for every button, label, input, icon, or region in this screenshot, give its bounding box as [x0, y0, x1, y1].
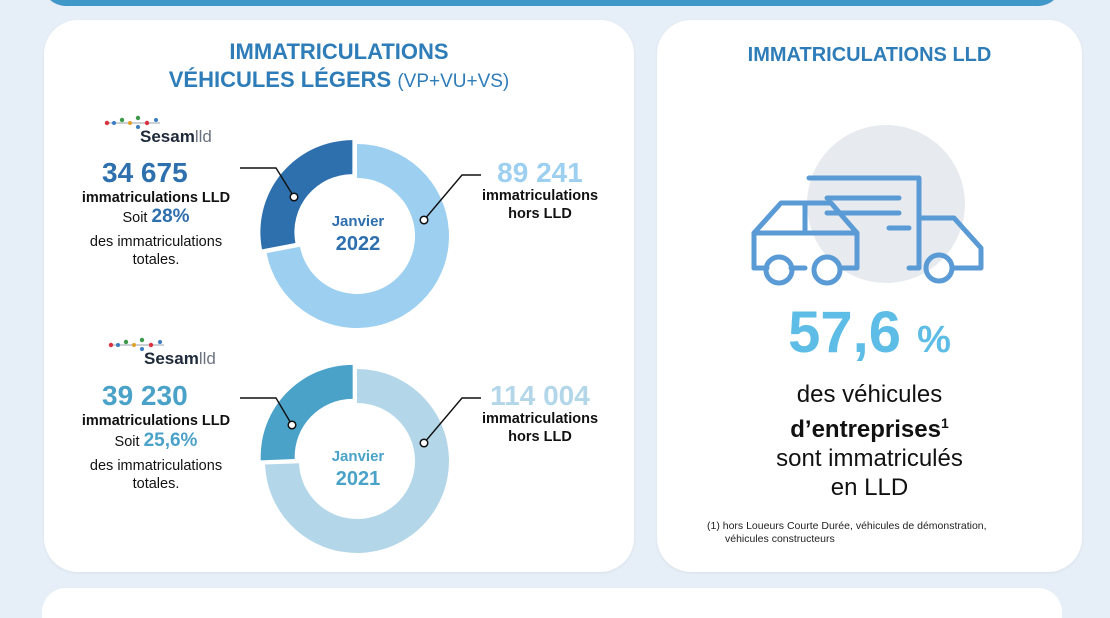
soit-label: Soit — [122, 210, 148, 226]
sesamlld-logo: Sesamlld — [104, 115, 234, 146]
vehicles-icon — [751, 175, 984, 286]
stat-description: des véhicules d’entreprises1 sont immatr… — [657, 380, 1082, 502]
donut-slice-hors-lld-2021 — [265, 369, 450, 554]
lld-label-2021: immatriculations LLD — [81, 413, 231, 429]
lld-share-value-2021: 25,6% — [143, 430, 198, 451]
footnote-line-2: véhicules constructeurs — [725, 533, 835, 545]
lld-share-caption-1-2022: des immatriculations — [89, 234, 223, 250]
leader-line-hors-2021 — [423, 397, 481, 444]
registrations-card: IMMATRICULATIONS VÉHICULES LÉGERS (VP+VU… — [44, 20, 634, 572]
top-banner — [42, 0, 1062, 6]
leader-dot-hors-2022 — [419, 215, 429, 225]
lld-share-caption-1-2021: des immatriculations — [89, 458, 223, 474]
lld-share-2021: Soit 25,6% — [62, 430, 250, 451]
logo-dots-icon — [108, 337, 164, 351]
lld-share-stat: 57,6 % — [657, 300, 1082, 373]
desc-line-2: d’entreprises — [790, 416, 941, 443]
center-month-2021: Janvier — [331, 448, 385, 465]
center-month-2022: Janvier — [331, 213, 385, 230]
logo-suffix: lld — [198, 349, 216, 368]
donut-chart-2022 — [240, 140, 481, 328]
lld-count-2022: 34 675 — [102, 157, 188, 188]
leader-dot-hors-2021 — [419, 438, 429, 448]
logo-suffix: lld — [194, 127, 212, 146]
donut-slice-lld-2021 — [260, 364, 353, 461]
center-year-2022: 2022 — [335, 233, 381, 255]
leader-line-lld-2022 — [240, 167, 295, 198]
center-year-2021: 2021 — [335, 468, 381, 490]
donut-chart-2021 — [240, 364, 481, 554]
lld-share-caption-2-2021: totales. — [132, 476, 180, 492]
footnote: (1) hors Loueurs Courte Durée, véhicules… — [707, 520, 1067, 546]
lld-label-2022: immatriculations LLD — [81, 190, 231, 206]
card-title: IMMATRICULATIONS VÉHICULES LÉGERS (VP+VU… — [44, 38, 634, 96]
desc-line-3: sont immatriculés — [776, 445, 963, 472]
hors-lld-label-2-2022: hors LLD — [508, 206, 572, 222]
title-suffix: (VP+VU+VS) — [397, 71, 510, 92]
footnote-marker: 1 — [940, 415, 949, 431]
desc-line-1: des véhicules — [796, 381, 943, 408]
leader-line-hors-2022 — [423, 174, 481, 221]
stat-value: 57,6 — [788, 300, 901, 365]
donut-slice-hors-lld-2022 — [266, 144, 449, 328]
donut-center-2021: Janvier 2021 — [316, 447, 400, 492]
lld-share-caption-2-2022: totales. — [132, 252, 180, 268]
logo-dots-icon — [104, 115, 160, 129]
desc-line-4: en LLD — [830, 474, 909, 501]
hors-lld-count-2021: 114 004 — [490, 380, 590, 411]
lld-count-2021: 39 230 — [102, 380, 188, 411]
bottom-card-edge — [42, 588, 1062, 618]
title-line-1: IMMATRICULATIONS — [229, 39, 449, 64]
logo-word: Sesam — [144, 349, 199, 368]
leader-line-lld-2021 — [240, 397, 293, 426]
lld-stat-card: IMMATRICULATIONS LLD 57,6 % des véhicule… — [657, 20, 1082, 572]
soit-label: Soit — [114, 434, 140, 450]
stat-unit: % — [917, 319, 951, 361]
hors-lld-count-2022: 89 241 — [497, 157, 583, 188]
card-title: IMMATRICULATIONS LLD — [747, 44, 992, 66]
hors-lld-label-1-2021: immatriculations — [481, 411, 599, 427]
lld-share-value-2022: 28% — [151, 206, 190, 227]
footnote-line-1: (1) hors Loueurs Courte Durée, véhicules… — [707, 520, 987, 532]
donut-center-2022: Janvier 2022 — [316, 212, 400, 257]
sesamlld-logo: Sesamlld — [108, 337, 238, 368]
leader-dot-lld-2022 — [289, 192, 299, 202]
lld-share-2022: Soit 28% — [62, 206, 250, 227]
title-line-2: VÉHICULES LÉGERS — [168, 67, 392, 92]
hors-lld-label-1-2022: immatriculations — [481, 188, 599, 204]
hors-lld-label-2-2021: hors LLD — [508, 429, 572, 445]
donut-slice-lld-2022 — [260, 140, 353, 250]
logo-word: Sesam — [140, 127, 195, 146]
leader-dot-lld-2021 — [287, 420, 297, 430]
